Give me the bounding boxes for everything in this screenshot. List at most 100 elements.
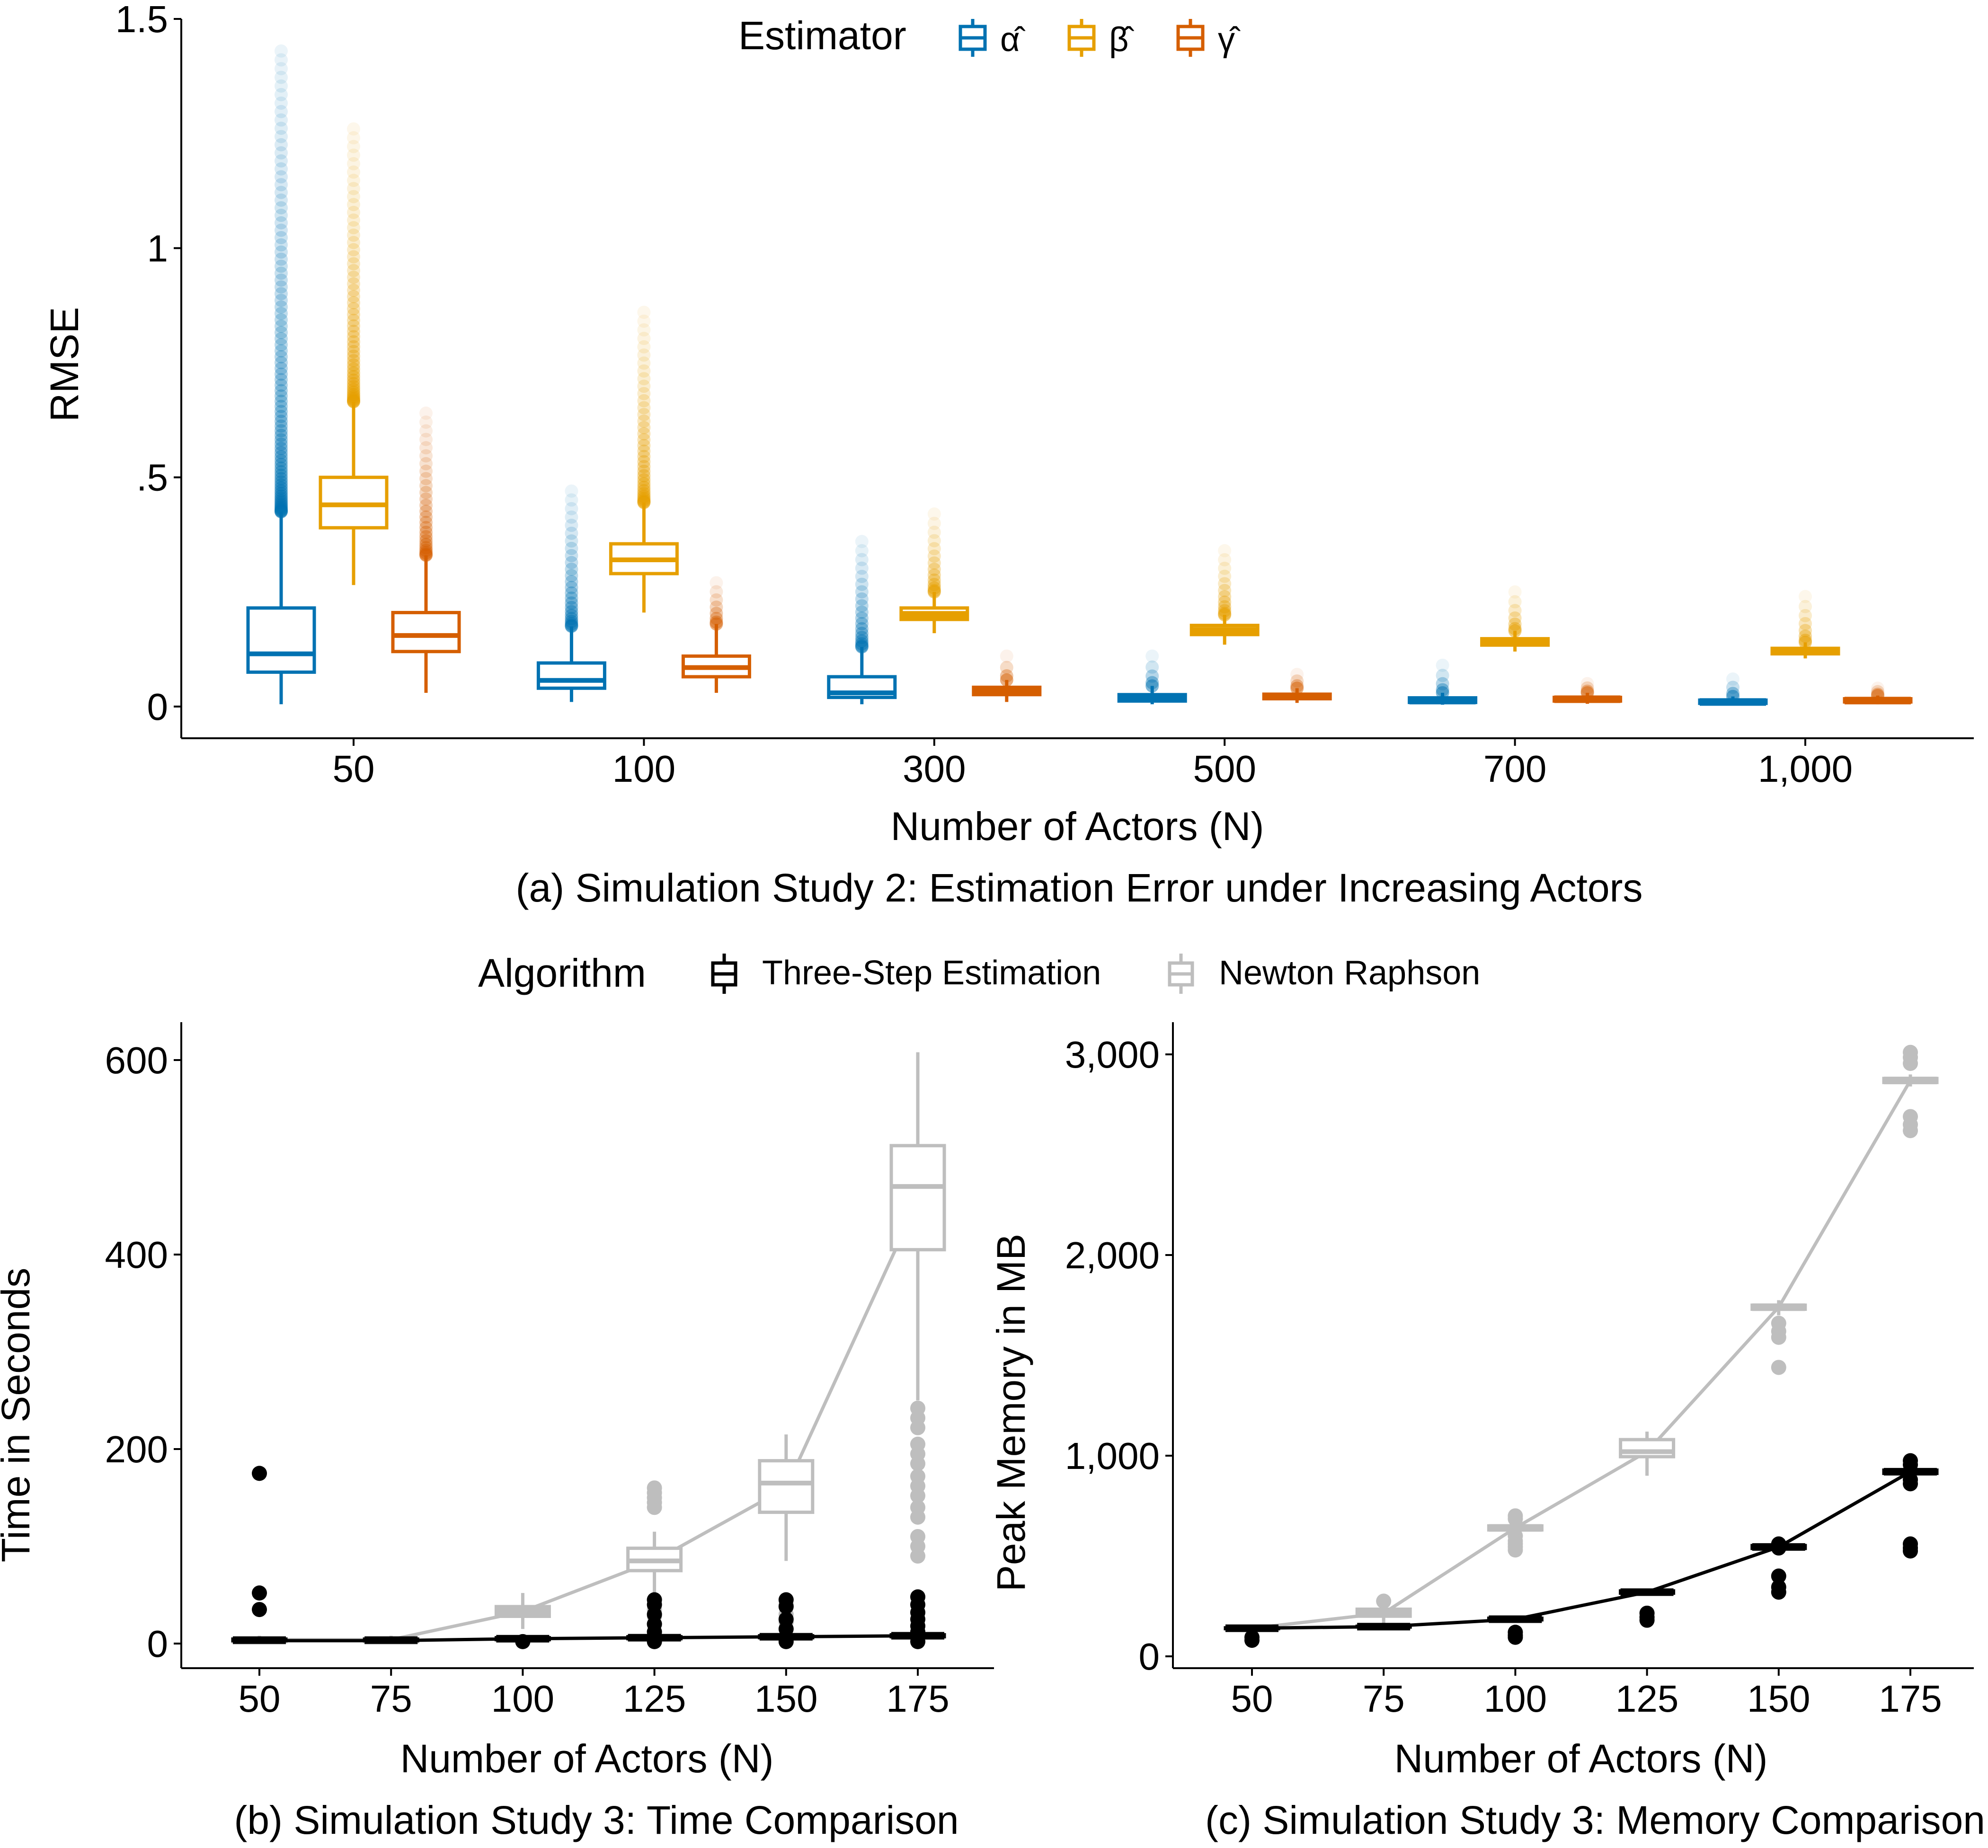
outlier-point xyxy=(275,96,288,110)
outlier-point xyxy=(855,605,869,619)
outlier-point xyxy=(1218,607,1232,620)
outlier-point xyxy=(347,270,360,284)
outlier-point xyxy=(275,356,288,370)
outlier-point xyxy=(347,349,360,363)
outlier-point xyxy=(275,223,288,237)
outlier-point xyxy=(1290,679,1304,693)
outlier-point xyxy=(910,1548,925,1564)
outlier-point xyxy=(347,377,360,390)
outlier-point xyxy=(275,280,288,294)
outlier-point xyxy=(275,419,288,433)
outlier-point xyxy=(910,1509,925,1525)
outlier-point xyxy=(1218,544,1232,557)
x-tick-label: 100 xyxy=(612,748,675,790)
box-beta-300 xyxy=(899,592,969,634)
box-gamma-500 xyxy=(1262,688,1332,703)
outlier-group xyxy=(252,1466,267,1618)
outlier-point xyxy=(275,446,288,460)
outlier-point xyxy=(275,293,288,307)
outlier-group xyxy=(855,535,869,654)
outlier-point xyxy=(637,372,651,386)
outlier-point xyxy=(419,521,433,534)
box-iqr xyxy=(536,661,606,690)
outlier-point xyxy=(419,441,433,455)
outlier-point xyxy=(347,319,360,333)
outlier-group xyxy=(637,305,651,509)
box-gamma-1,000 xyxy=(1843,695,1913,705)
outlier-point xyxy=(347,290,360,303)
outlier-point xyxy=(637,421,651,434)
outlier-point xyxy=(927,507,941,521)
outlier-point xyxy=(855,611,869,625)
outlier-point xyxy=(565,617,578,631)
outlier-point xyxy=(419,416,433,429)
outlier-point xyxy=(565,609,578,622)
outlier-group xyxy=(419,407,433,562)
outlier-point xyxy=(1376,1593,1392,1609)
outlier-point xyxy=(347,390,360,404)
outlier-point xyxy=(419,546,433,560)
outlier-point xyxy=(275,79,288,93)
outlier-point xyxy=(275,384,288,398)
outlier-point xyxy=(275,245,288,259)
outlier-point xyxy=(927,578,941,592)
trend-line xyxy=(259,1200,920,1642)
box-iqr xyxy=(889,1144,946,1252)
outlier-point xyxy=(275,287,288,301)
outlier-point xyxy=(710,576,723,590)
outlier-point xyxy=(1218,561,1232,575)
outlier-point xyxy=(275,498,288,512)
outlier-point xyxy=(1290,668,1304,681)
outlier-point xyxy=(1508,595,1522,609)
outlier-point xyxy=(275,313,288,327)
legend-estimator: Estimator α̂ β̂ γ̂ xyxy=(738,13,1241,59)
outlier-point xyxy=(855,634,869,648)
box-150 xyxy=(1750,1543,1807,1552)
outlier-point xyxy=(565,569,578,583)
outlier-group xyxy=(347,122,360,408)
outlier-point xyxy=(1508,1629,1523,1645)
box-alpha-500 xyxy=(1117,686,1187,705)
legend-item-alpha: α̂ xyxy=(958,19,1026,59)
outlier-group xyxy=(710,576,723,631)
legend-label: Three-Step Estimation xyxy=(762,954,1101,992)
outlier-point xyxy=(347,354,360,368)
outlier-group xyxy=(927,507,941,599)
outlier-point xyxy=(647,1500,662,1515)
outlier-point xyxy=(637,484,651,497)
outlier-point xyxy=(419,486,433,499)
outlier-point xyxy=(419,407,433,420)
outlier-point xyxy=(275,216,288,230)
outlier-point xyxy=(347,380,360,394)
outlier-point xyxy=(1903,1543,1918,1559)
outlier-point xyxy=(419,479,433,493)
box-beta-1,000 xyxy=(1770,642,1840,659)
outlier-point xyxy=(275,71,288,84)
outlier-point xyxy=(275,344,288,358)
outlier-point xyxy=(637,494,651,507)
outlier-point xyxy=(275,489,288,503)
outlier-point xyxy=(252,1585,267,1601)
legend-label: γ̂ xyxy=(1218,21,1241,59)
box-125 xyxy=(626,1531,683,1600)
outlier-group xyxy=(275,44,288,519)
outlier-point xyxy=(1218,553,1232,566)
outlier-point xyxy=(927,542,941,556)
y-tick-label: 400 xyxy=(105,1234,168,1276)
legend-items-algorithm: Three-Step Estimation Newton Raphson xyxy=(711,954,1480,994)
outlier-point xyxy=(565,510,578,524)
x-tick-label: 50 xyxy=(239,1678,281,1720)
box-iqr xyxy=(758,1459,815,1514)
outlier-point xyxy=(637,414,651,428)
outlier-group xyxy=(778,1592,794,1649)
outlier-point xyxy=(1508,585,1522,599)
x-tick-label: 150 xyxy=(1747,1678,1810,1720)
series-three-step-estimation xyxy=(231,1466,946,1649)
box-iqr xyxy=(1619,1438,1676,1459)
series-beta xyxy=(319,122,1840,659)
legend-algorithm: Algorithm Three-Step Estimation Newton Ra… xyxy=(478,951,1480,995)
box-175 xyxy=(1882,1074,1939,1087)
series-gamma xyxy=(391,407,1913,705)
outlier-point xyxy=(1436,658,1449,672)
outlier-group xyxy=(1799,590,1812,649)
